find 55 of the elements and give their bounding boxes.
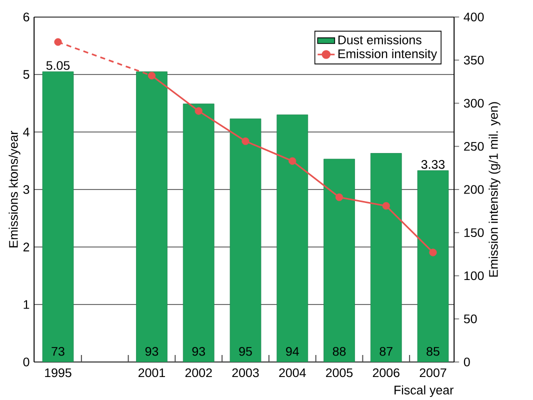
bar [324,158,355,362]
x-tick-label: 2003 [232,368,259,378]
x-tick-label: 2007 [420,368,446,378]
bar [276,114,308,362]
point [242,137,250,145]
y-axis-title: Emissions ktons/year [8,130,20,248]
annotation: 85 [426,346,440,356]
y2-tick-label: 0 [464,358,470,366]
bar [370,153,402,362]
x-tick-label: 2004 [279,368,306,378]
point [335,193,344,202]
y2-tick-label: 150 [464,228,484,238]
legend-label: Dust emissions [338,35,422,44]
y2-tick-label: 400 [464,12,484,22]
bar [136,71,168,362]
legend-label: Emission intensity [338,49,438,61]
y2-tick-label: 250 [464,142,484,151]
bar [182,104,214,362]
data-label: 5.05 [46,61,70,70]
point [148,72,156,80]
bar [230,118,262,362]
y2-tick-label: 350 [464,56,484,65]
data-label: 3.33 [421,160,445,169]
point [429,248,437,256]
y-tick-label: 2 [23,242,30,252]
x-tick-label: 2006 [372,368,400,378]
annotation: 95 [239,346,252,356]
x-tick-label: 2005 [326,368,353,378]
y-tick-label: 4 [23,128,30,136]
y2-tick-label: 50 [464,314,477,324]
y-tick-label: 0 [23,358,30,366]
point [194,107,202,115]
point [382,202,390,210]
x-tick-label: 2001 [138,368,165,378]
annotation: 93 [192,346,205,356]
y-tick-label: 6 [23,12,30,22]
x-axis-title: Fiscal year [394,385,454,397]
annotation: 94 [286,346,299,356]
y-tick-label: 3 [23,185,30,194]
y-tick-label: 1 [24,300,30,309]
bar [417,170,449,362]
annotation: 88 [332,346,346,356]
y2-tick-label: 200 [464,185,484,194]
y2-axis-title: Emission intensity (g/1 mil. yen) [488,102,500,277]
y2-tick-label: 300 [464,98,484,108]
point [288,157,296,165]
y2-tick-label: 100 [464,271,484,280]
y-tick-label: 5 [23,70,30,79]
x-tick-label: 2002 [185,368,212,378]
annotation: 87 [380,346,392,356]
bar [42,71,74,362]
annotation: 93 [145,346,158,356]
x-tick-label: 1995 [45,368,72,378]
annotation: 73 [52,346,64,356]
point [54,38,62,46]
